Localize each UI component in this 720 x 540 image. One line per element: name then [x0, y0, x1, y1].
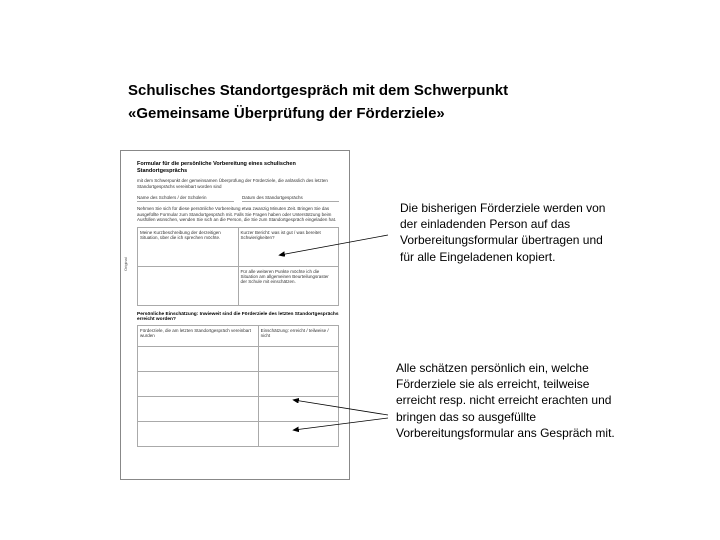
form-side-label: Original [123, 257, 128, 271]
slide: Schulisches Standortgespräch mit dem Sch… [0, 0, 720, 540]
t2-right: Für alle weiteren Punkte möchte ich die … [238, 266, 339, 305]
form-heading: Formular für die persönliche Vorbereitun… [137, 161, 339, 174]
t3-right: Einschätzung: erreicht / teilweise / nic… [258, 326, 338, 347]
t3-left: Förderziele, die am letzten Standortgesp… [138, 326, 259, 347]
form-table-1: Meine Kurzbeschreibung der derzeitigen S… [137, 227, 339, 306]
form-field-date: Datum des Standortgesprächs [242, 195, 339, 202]
title-line-2: «Gemeinsame Überprüfung der Förderziele» [128, 103, 608, 126]
form-thumbnail: Original Formular für die persönliche Vo… [120, 150, 350, 480]
t1-left: Meine Kurzbeschreibung der derzeitigen S… [138, 227, 239, 266]
form-subheading: mit dem Schwerpunkt der gemeinsamen Über… [137, 178, 339, 189]
form-section2: Persönliche Einschätzung: Inwieweit sind… [137, 312, 339, 324]
form-table-2: Förderziele, die am letzten Standortgesp… [137, 325, 339, 447]
paragraph-1: Die bisherigen Förderziele werden von de… [400, 200, 620, 265]
form-fields: Name des Schülers / der Schülerin Datum … [137, 195, 339, 202]
paragraph-2: Alle schätzen persönlich ein, welche För… [396, 360, 620, 441]
form-field-name: Name des Schülers / der Schülerin [137, 195, 234, 202]
t1-right: Kurzer Bericht: was ist gut / was bereit… [238, 227, 339, 266]
t2-left [138, 266, 239, 305]
title-block: Schulisches Standortgespräch mit dem Sch… [128, 80, 608, 125]
title-line-1: Schulisches Standortgespräch mit dem Sch… [128, 80, 608, 103]
form-note: Nehmen Sie sich für diese persönliche Vo… [137, 206, 339, 222]
